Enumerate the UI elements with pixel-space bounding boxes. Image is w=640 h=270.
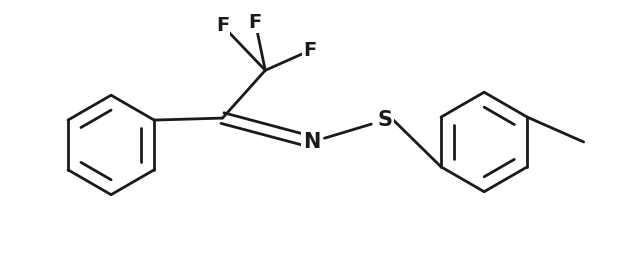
Text: S: S xyxy=(377,110,392,130)
Text: N: N xyxy=(303,132,321,152)
Text: F: F xyxy=(216,16,229,35)
Text: F: F xyxy=(249,13,262,32)
Text: F: F xyxy=(303,41,317,60)
